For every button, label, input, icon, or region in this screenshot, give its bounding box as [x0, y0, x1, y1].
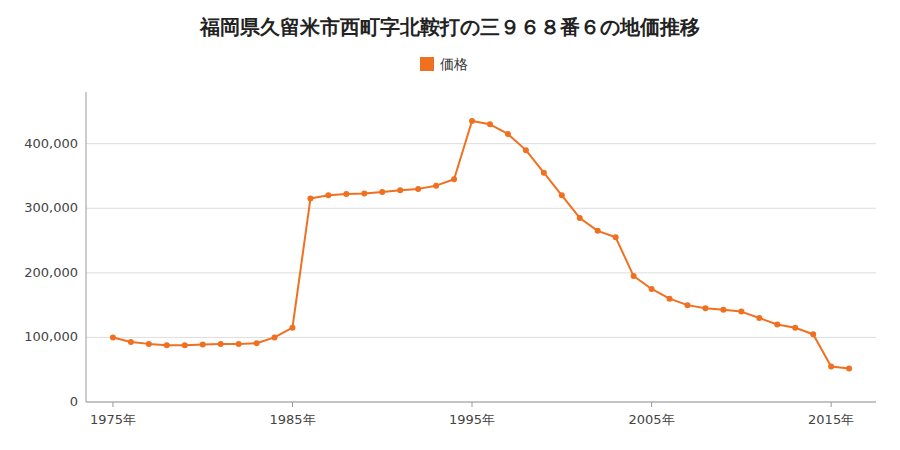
x-tick-label: 2015年: [808, 412, 854, 427]
x-tick: [292, 402, 293, 407]
x-tick: [472, 402, 473, 407]
marker: [433, 183, 439, 189]
grid-line: [86, 337, 876, 338]
grid-line: [86, 402, 876, 403]
marker: [541, 170, 547, 176]
marker: [828, 363, 834, 369]
marker: [613, 234, 619, 240]
x-tick: [831, 402, 832, 407]
legend-swatch: [420, 57, 434, 71]
marker: [720, 307, 726, 313]
marker: [559, 192, 565, 198]
marker: [469, 118, 475, 124]
marker: [577, 215, 583, 221]
x-axis: 1975年 1985年 1995年 2005年 2015年: [86, 402, 876, 427]
legend-label: 価格: [440, 56, 468, 72]
marker: [505, 131, 511, 137]
x-tick-label: 1975年: [90, 412, 136, 427]
marker: [128, 339, 134, 345]
x-tick-label: 1985年: [269, 412, 315, 427]
title: 福岡県久留米市西町字北鞍打の三９６８番６の地価推移: [199, 15, 700, 39]
grid-line: [86, 272, 876, 273]
marker: [738, 309, 744, 315]
legend: 価格: [420, 56, 468, 72]
marker: [236, 341, 242, 347]
marker: [792, 325, 798, 331]
marker: [164, 342, 170, 348]
marker: [810, 331, 816, 337]
x-tick-label: 2005年: [629, 412, 675, 427]
marker: [846, 365, 852, 371]
y-tick-label: 200,000: [24, 265, 78, 280]
marker: [756, 315, 762, 321]
y-axis: 0 100,000 200,000 300,000 400,000: [24, 92, 876, 409]
marker: [200, 342, 206, 348]
y-axis-line: [86, 92, 87, 402]
marker: [307, 196, 313, 202]
marker: [182, 342, 188, 348]
marker: [254, 340, 260, 346]
y-tick-label: 100,000: [24, 329, 78, 344]
y-tick-label: 400,000: [24, 136, 78, 151]
marker: [361, 190, 367, 196]
marker: [343, 191, 349, 197]
y-tick-label: 300,000: [24, 200, 78, 215]
x-tick: [112, 402, 113, 407]
marker: [379, 189, 385, 195]
grid-line: [86, 208, 876, 209]
marker: [631, 273, 637, 279]
marker: [146, 341, 152, 347]
line: [113, 121, 849, 368]
marker: [218, 341, 224, 347]
marker: [649, 286, 655, 292]
marker: [110, 334, 116, 340]
x-axis-line: [86, 402, 876, 403]
marker: [325, 192, 331, 198]
marker: [397, 187, 403, 193]
marker: [667, 296, 673, 302]
marker: [487, 121, 493, 127]
chart: 福岡県久留米市西町字北鞍打の三９６８番６の地価推移 0 100,000 200,000…: [0, 0, 900, 450]
marker: [289, 325, 295, 331]
marker: [272, 334, 278, 340]
marker: [595, 228, 601, 234]
marker: [451, 176, 457, 182]
x-tick-label: 1995年: [449, 412, 495, 427]
x-tick: [651, 402, 652, 407]
marker: [415, 186, 421, 192]
plot-area: [110, 118, 852, 371]
marker: [774, 322, 780, 328]
marker: [702, 305, 708, 311]
y-tick-label: 0: [70, 394, 78, 409]
grid-line: [86, 143, 876, 144]
marker: [523, 147, 529, 153]
marker: [684, 302, 690, 308]
